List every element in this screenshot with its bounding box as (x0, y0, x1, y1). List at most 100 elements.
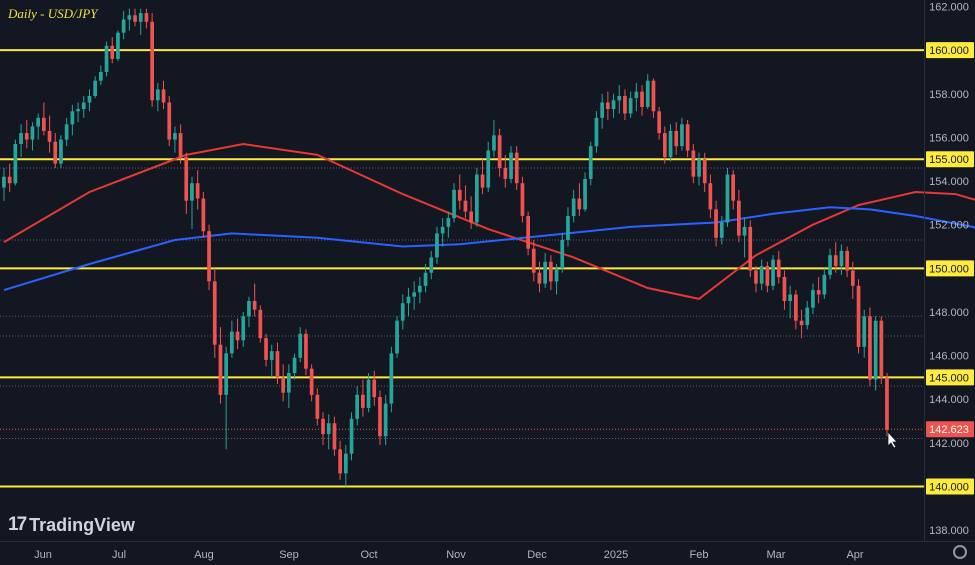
candle-body (486, 150, 491, 188)
candle-body (423, 272, 428, 286)
candle (594, 111, 599, 153)
level-tag-bg (926, 260, 974, 277)
candle-body (81, 102, 86, 109)
candle (156, 82, 160, 112)
candle (76, 102, 80, 123)
candle-body (560, 240, 565, 269)
candle-body (378, 397, 382, 437)
candle-body (144, 13, 149, 22)
x-tick-label: Oct (360, 549, 377, 561)
candle-body (822, 274, 827, 295)
candle-body (156, 89, 160, 101)
candle (218, 327, 223, 404)
candle (543, 253, 547, 288)
candle-body (862, 316, 867, 347)
candle (446, 211, 451, 238)
candle-body (674, 130, 679, 147)
candle (805, 301, 810, 330)
candle-body (315, 394, 320, 419)
candle (680, 117, 684, 151)
x-tick-label: Mar (767, 549, 786, 561)
candle-body (7, 176, 12, 184)
candle-body (714, 209, 718, 238)
candle (2, 167, 6, 201)
candle-body (503, 168, 508, 179)
candle-body (851, 270, 855, 286)
candle-body (252, 301, 257, 310)
candle-body (116, 32, 120, 59)
candle (475, 167, 479, 227)
candle (7, 163, 12, 192)
candle (600, 93, 604, 129)
x-tick-label: Feb (690, 549, 709, 561)
moving-average-line (3, 142, 975, 300)
candle-body (811, 290, 815, 308)
candle-body (885, 377, 889, 430)
candle (235, 318, 240, 350)
logo-text: TradingView (29, 514, 135, 535)
candle-body (754, 270, 758, 284)
candle-body (344, 453, 348, 474)
candle-body (788, 294, 792, 301)
candle (116, 30, 120, 62)
candle (298, 327, 303, 363)
candle-body (452, 189, 456, 219)
candle (640, 85, 644, 116)
candle (668, 124, 673, 162)
candle-body (577, 198, 582, 210)
candle (212, 268, 217, 358)
candle (406, 287, 411, 317)
candle (332, 416, 337, 456)
candle-body (47, 130, 52, 142)
candle-body (258, 309, 263, 339)
candle (315, 388, 320, 426)
candle-body (583, 178, 587, 210)
settings-icon[interactable] (953, 545, 967, 559)
candle-body (230, 331, 234, 354)
candle (275, 342, 280, 384)
candle (719, 215, 724, 245)
y-tick-label: 146.000 (929, 351, 969, 363)
x-tick-label: Aug (194, 549, 214, 561)
candle (856, 279, 861, 354)
candle (617, 85, 622, 114)
candle-body (520, 183, 525, 216)
chart-title: Daily - USD/JPY (8, 6, 98, 21)
candle-body (566, 216, 570, 240)
candle (685, 119, 690, 158)
candle-body (657, 111, 661, 134)
candle-body (492, 135, 496, 151)
candle (554, 263, 559, 295)
candle-body (526, 216, 530, 249)
candle (549, 255, 553, 291)
level-tag-label: 160.000 (929, 45, 969, 57)
candle-body (326, 423, 331, 435)
candle-body (509, 152, 513, 179)
level-price-tag: 140.000 (926, 478, 974, 495)
x-tick-label: Jun (34, 549, 52, 561)
candle-body (304, 333, 308, 369)
candle (845, 246, 849, 278)
candle (53, 133, 58, 168)
candle-body (361, 394, 365, 408)
candle (674, 122, 679, 155)
candle-body (879, 320, 884, 378)
candle-body (99, 72, 103, 81)
candle (42, 102, 46, 136)
x-tick-label: Sep (279, 549, 299, 561)
candle (828, 248, 832, 280)
candle (167, 95, 172, 147)
candle-body (435, 233, 439, 258)
candle (452, 183, 456, 223)
candle-body (355, 394, 359, 419)
candle (241, 311, 246, 347)
candle-body (395, 320, 399, 354)
candle (514, 146, 519, 190)
candle (144, 8, 149, 29)
level-price-tag: 160.000 (926, 42, 974, 59)
candle (771, 255, 775, 291)
candle-body (571, 198, 576, 216)
candle (702, 152, 707, 192)
candle (366, 373, 371, 413)
